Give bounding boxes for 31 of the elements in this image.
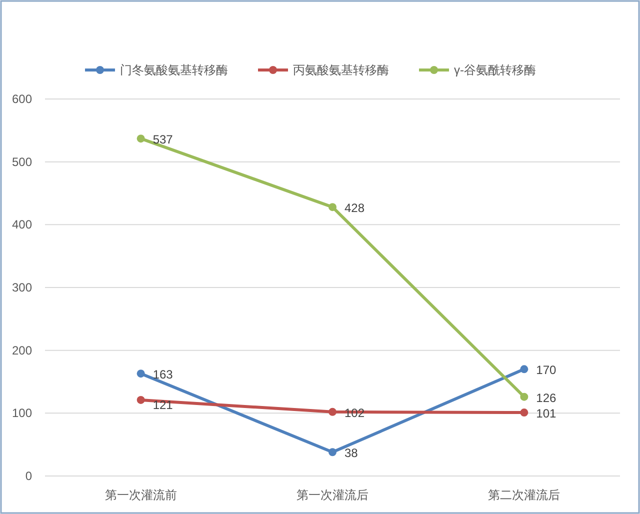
y-tick-label: 100 — [12, 406, 32, 420]
legend-label: γ-谷氨酰转移酶 — [454, 63, 536, 77]
point — [136, 396, 145, 404]
y-tick-label: 200 — [12, 343, 32, 358]
data-label: 101 — [536, 406, 557, 421]
y-tick-label: 500 — [12, 154, 32, 169]
data-label: 102 — [344, 406, 365, 420]
data-label: 163 — [152, 368, 174, 382]
x-tick-label: 第一次灌流前 — [104, 488, 177, 502]
y-tick-label: 0 — [25, 469, 32, 483]
x-tick-label: 第一次灌流后 — [296, 488, 368, 502]
y-tick-label: 300 — [12, 280, 32, 294]
point — [136, 134, 145, 143]
legend-label: 丙氨酸氨基转移酶 — [293, 63, 389, 77]
y-tick-label: 400 — [12, 218, 32, 232]
point — [328, 203, 336, 212]
data-label: 38 — [344, 446, 358, 460]
point — [328, 448, 336, 456]
data-label: 170 — [536, 363, 557, 378]
point — [328, 408, 336, 416]
point — [520, 365, 528, 374]
point — [520, 392, 528, 401]
data-label: 537 — [152, 132, 174, 147]
y-tick-label: 600 — [12, 92, 32, 106]
point — [520, 408, 528, 417]
data-label: 126 — [536, 390, 557, 405]
data-label: 121 — [152, 398, 174, 412]
x-tick-label: 第二次灌流后 — [488, 488, 560, 502]
point — [136, 370, 145, 378]
data-label: 428 — [344, 201, 365, 216]
legend-label: 门冬氨酸氨基转移酶 — [120, 63, 228, 77]
